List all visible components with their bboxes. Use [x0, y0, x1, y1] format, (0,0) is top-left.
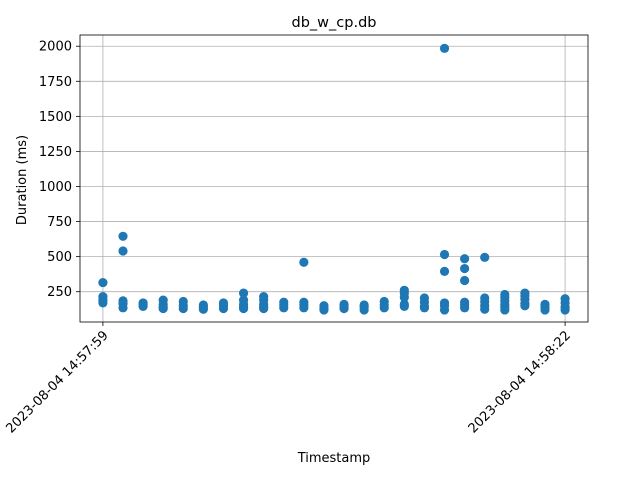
- data-point: [439, 305, 450, 315]
- data-point: [98, 298, 108, 308]
- data-point: [98, 277, 108, 288]
- data-point: [439, 43, 450, 53]
- y-tick-label: 250: [47, 285, 72, 300]
- y-tick-label: 750: [47, 215, 72, 230]
- data-point: [460, 254, 470, 264]
- data-point: [238, 303, 249, 314]
- chart-title: db_w_cp.db: [292, 15, 377, 31]
- data-point: [218, 303, 229, 314]
- data-point: [520, 301, 530, 311]
- y-tick-label: 1250: [39, 145, 72, 160]
- data-point: [419, 303, 430, 313]
- data-point: [439, 266, 450, 276]
- y-tick-label: 1000: [39, 180, 72, 195]
- y-axis-label: Duration (ms): [15, 135, 30, 225]
- data-point: [460, 263, 470, 274]
- data-point: [500, 305, 510, 315]
- data-point: [379, 303, 389, 313]
- data-point: [460, 275, 470, 286]
- data-point: [158, 303, 168, 314]
- data-point: [480, 304, 490, 314]
- data-point: [480, 252, 490, 262]
- data-point: [118, 246, 128, 256]
- y-tick-label: 1750: [39, 75, 72, 90]
- data-point: [399, 292, 409, 302]
- y-tick-label: 1500: [39, 110, 72, 125]
- data-point: [560, 305, 570, 315]
- y-tick-label: 500: [47, 250, 72, 265]
- data-point: [439, 249, 450, 260]
- data-point: [299, 303, 309, 313]
- data-point: [138, 301, 148, 312]
- data-point: [259, 303, 269, 314]
- data-point: [460, 303, 470, 313]
- data-point: [279, 303, 289, 313]
- data-point: [319, 305, 329, 315]
- data-point: [118, 303, 128, 313]
- data-point: [238, 288, 249, 298]
- data-point: [399, 301, 409, 312]
- data-points: [98, 43, 570, 315]
- data-point: [198, 304, 208, 314]
- y-axis-ticks: 250 500 750 1000 1250 1500 1750 2000: [39, 40, 80, 300]
- data-point: [299, 257, 309, 267]
- data-point: [540, 305, 550, 315]
- y-tick-label: 2000: [39, 40, 72, 55]
- data-point: [359, 305, 369, 315]
- x-axis-label: Timestamp: [297, 451, 371, 466]
- data-point: [339, 303, 349, 314]
- grid-lines: [80, 35, 588, 322]
- plot-area-frame: [79, 34, 589, 323]
- data-point: [178, 303, 188, 314]
- data-point: [118, 231, 128, 241]
